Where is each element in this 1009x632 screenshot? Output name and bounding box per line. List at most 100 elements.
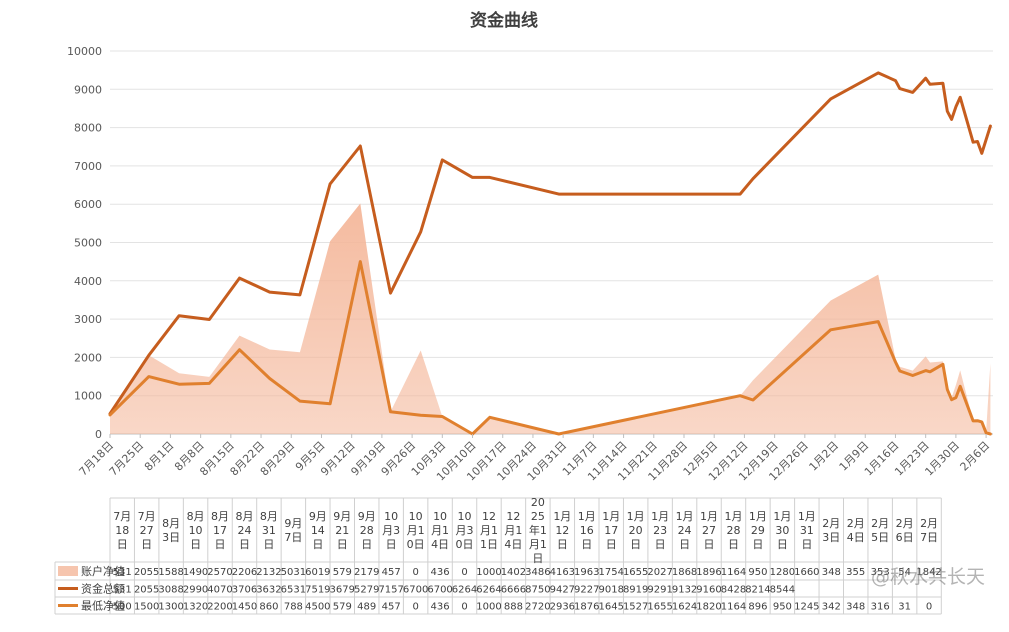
table-header-date-line: 日 (655, 538, 666, 551)
table-cell: 0 (412, 567, 418, 578)
table-header-date-line: 27 (702, 524, 716, 537)
table-header-date-line: 1月 (724, 510, 742, 523)
table-header-date: 1月 27 日 (700, 510, 718, 551)
table-header-date-line: 月1 (529, 538, 547, 551)
table-header-date-line: 28 (726, 524, 740, 537)
table-header-date-line: 0日 (456, 538, 474, 551)
table-header-date: 1月 23 日 (651, 510, 669, 551)
table-cell: 1896 (696, 567, 721, 578)
table-header-date-line: 日 (728, 538, 739, 551)
table-header-date-line: 日 (263, 538, 274, 551)
table-cell: 4070 (207, 585, 232, 596)
table-cell: 1000 (476, 602, 501, 613)
table-cell: 355 (846, 567, 865, 578)
table-cell: 9132 (672, 585, 697, 596)
table-header-date-line: 10 (433, 510, 447, 523)
table-cell: 3486 (525, 567, 550, 578)
y-tick-label: 6000 (74, 198, 102, 211)
table-header-date-line: 日 (215, 538, 226, 551)
legend-label: 资金总额 (81, 582, 125, 596)
table-header-date-line: 年1 (529, 523, 547, 537)
table-cell: 6666 (501, 585, 526, 596)
legend-label: 账户净值 (81, 564, 125, 578)
table-cell: 3706 (232, 585, 257, 596)
y-tick-label: 0 (95, 428, 102, 441)
table-header-date-line: 日 (557, 538, 568, 551)
table-cell: 348 (846, 602, 865, 613)
table-cell: 2206 (232, 567, 257, 578)
table-header-date: 2月 6日 (896, 517, 914, 544)
table-header-date-line: 日 (532, 552, 543, 565)
table-header-date-line: 20 (629, 524, 643, 537)
table-header-date: 8月 10 日 (187, 510, 205, 551)
table-cell: 950 (748, 567, 767, 578)
table-header-date-line: 1月 (773, 510, 791, 523)
table-cell: 1842 (916, 567, 941, 578)
table-cell: 3632 (256, 585, 281, 596)
table-cell: 1660 (794, 567, 819, 578)
table-cell: 579 (333, 567, 352, 578)
table-cell: 2990 (183, 585, 208, 596)
table-header-date-line: 日 (361, 538, 372, 551)
y-tick-label: 4000 (74, 275, 102, 288)
table-header-date: 1月 24 日 (676, 510, 694, 551)
table-cell: 2055 (134, 567, 159, 578)
table-header-date-line: 8月 (235, 510, 253, 523)
table-cell: 457 (382, 567, 401, 578)
table-cell: 579 (333, 602, 352, 613)
table-header-date: 8月 31 日 (260, 510, 278, 551)
table-cell: 6700 (427, 585, 452, 596)
table-cell: 4163 (550, 567, 575, 578)
table-cell: 316 (871, 602, 890, 613)
table-cell: 3679 (330, 585, 355, 596)
table-cell: 1000 (476, 567, 501, 578)
table-header-date-line: 日 (630, 538, 641, 551)
table-cell: 531 (113, 567, 132, 578)
table-header-date: 1月 12 日 (553, 510, 571, 551)
table-header-date-line: 2月 (822, 517, 840, 530)
table-header-date: 9月 14 日 (309, 510, 327, 551)
table-header-date-line: 3日 (162, 531, 180, 544)
table-cell: 7157 (378, 585, 403, 596)
table-header-date-line: 16 (580, 524, 594, 537)
table-header-date-line: 10 (189, 524, 203, 537)
table-header-date-line: 日 (386, 538, 397, 551)
table-cell: 2132 (256, 567, 281, 578)
table-header-date-line: 月1 (407, 524, 425, 537)
table-header-date-line: 日 (190, 538, 201, 551)
table-header-date: 10 月1 4日 (431, 510, 449, 551)
table-header-date-line: 2月 (896, 517, 914, 530)
table-header-date: 7月 18 日 (113, 510, 131, 551)
table-cell: 1245 (794, 602, 819, 613)
table-header-date-line: 18 (115, 524, 129, 537)
table-cell: 1624 (672, 602, 697, 613)
plot-area (108, 71, 992, 436)
table-cell: 436 (431, 567, 450, 578)
table-header-date-line: 8月 (162, 517, 180, 530)
table-header-date-line: 1日 (480, 538, 498, 551)
table-cell: 348 (822, 567, 841, 578)
table-header-date-line: 21 (335, 524, 349, 537)
table-header-date: 9月 21 日 (333, 510, 351, 551)
table-header-date-line: 29 (751, 524, 765, 537)
table-header-date: 2月 3日 (822, 517, 840, 544)
table-cell: 9427 (550, 585, 575, 596)
table-cell: 6531 (281, 585, 306, 596)
table-cell: 8919 (623, 585, 648, 596)
table-header-date: 8月 24 日 (235, 510, 253, 551)
table-cell: 2720 (525, 602, 550, 613)
table-cell: 1300 (158, 602, 183, 613)
table-header-date: 2月 7日 (920, 517, 938, 544)
y-tick-label: 1000 (74, 390, 102, 403)
table-header-date-line: 30 (775, 524, 789, 537)
table-header-date-line: 5日 (871, 531, 889, 544)
table-cell: 342 (822, 602, 841, 613)
table-header-date-line: 1月 (700, 510, 718, 523)
table-cell: 950 (773, 602, 792, 613)
table-header-date-line: 27 (140, 524, 154, 537)
table-header-date-line: 8月 (187, 510, 205, 523)
table-header-date-line: 日 (606, 538, 617, 551)
series-line-资金总额 (108, 71, 992, 416)
table-header-date-line: 24 (237, 524, 251, 537)
